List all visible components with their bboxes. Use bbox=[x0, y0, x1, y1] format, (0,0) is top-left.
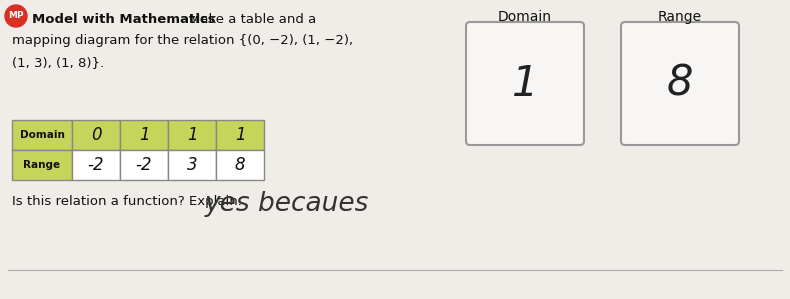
Bar bbox=[12, 150, 72, 180]
Text: Make a table and a: Make a table and a bbox=[189, 13, 316, 26]
Text: Model with Mathematics: Model with Mathematics bbox=[32, 13, 216, 26]
Text: 0: 0 bbox=[91, 126, 101, 144]
FancyBboxPatch shape bbox=[466, 22, 584, 145]
Text: 1: 1 bbox=[186, 126, 198, 144]
Text: 8: 8 bbox=[235, 156, 246, 174]
Text: Range: Range bbox=[658, 10, 702, 24]
Text: Domain: Domain bbox=[498, 10, 552, 24]
Text: 8: 8 bbox=[667, 62, 694, 104]
Bar bbox=[72, 120, 120, 150]
Text: 1: 1 bbox=[512, 62, 538, 104]
Text: Domain: Domain bbox=[20, 130, 65, 140]
Bar bbox=[12, 120, 72, 150]
Text: Is this relation a function? Explain.: Is this relation a function? Explain. bbox=[12, 195, 242, 208]
Circle shape bbox=[5, 5, 27, 27]
Bar bbox=[168, 120, 216, 150]
Text: 1: 1 bbox=[235, 126, 246, 144]
Text: 1: 1 bbox=[139, 126, 149, 144]
Bar bbox=[216, 120, 264, 150]
Text: -2: -2 bbox=[136, 156, 152, 174]
Bar bbox=[216, 150, 264, 180]
Bar bbox=[72, 150, 120, 180]
Text: (1, 3), (1, 8)}.: (1, 3), (1, 8)}. bbox=[12, 56, 104, 69]
Text: mapping diagram for the relation {(0, −2), (1, −2),: mapping diagram for the relation {(0, −2… bbox=[12, 34, 353, 47]
Text: Range: Range bbox=[24, 160, 61, 170]
Text: 3: 3 bbox=[186, 156, 198, 174]
Bar bbox=[120, 120, 168, 150]
Bar bbox=[120, 150, 168, 180]
Text: -2: -2 bbox=[88, 156, 104, 174]
Bar bbox=[168, 150, 216, 180]
FancyBboxPatch shape bbox=[621, 22, 739, 145]
Text: yes becaues: yes becaues bbox=[205, 191, 370, 217]
Text: MP: MP bbox=[8, 11, 24, 21]
